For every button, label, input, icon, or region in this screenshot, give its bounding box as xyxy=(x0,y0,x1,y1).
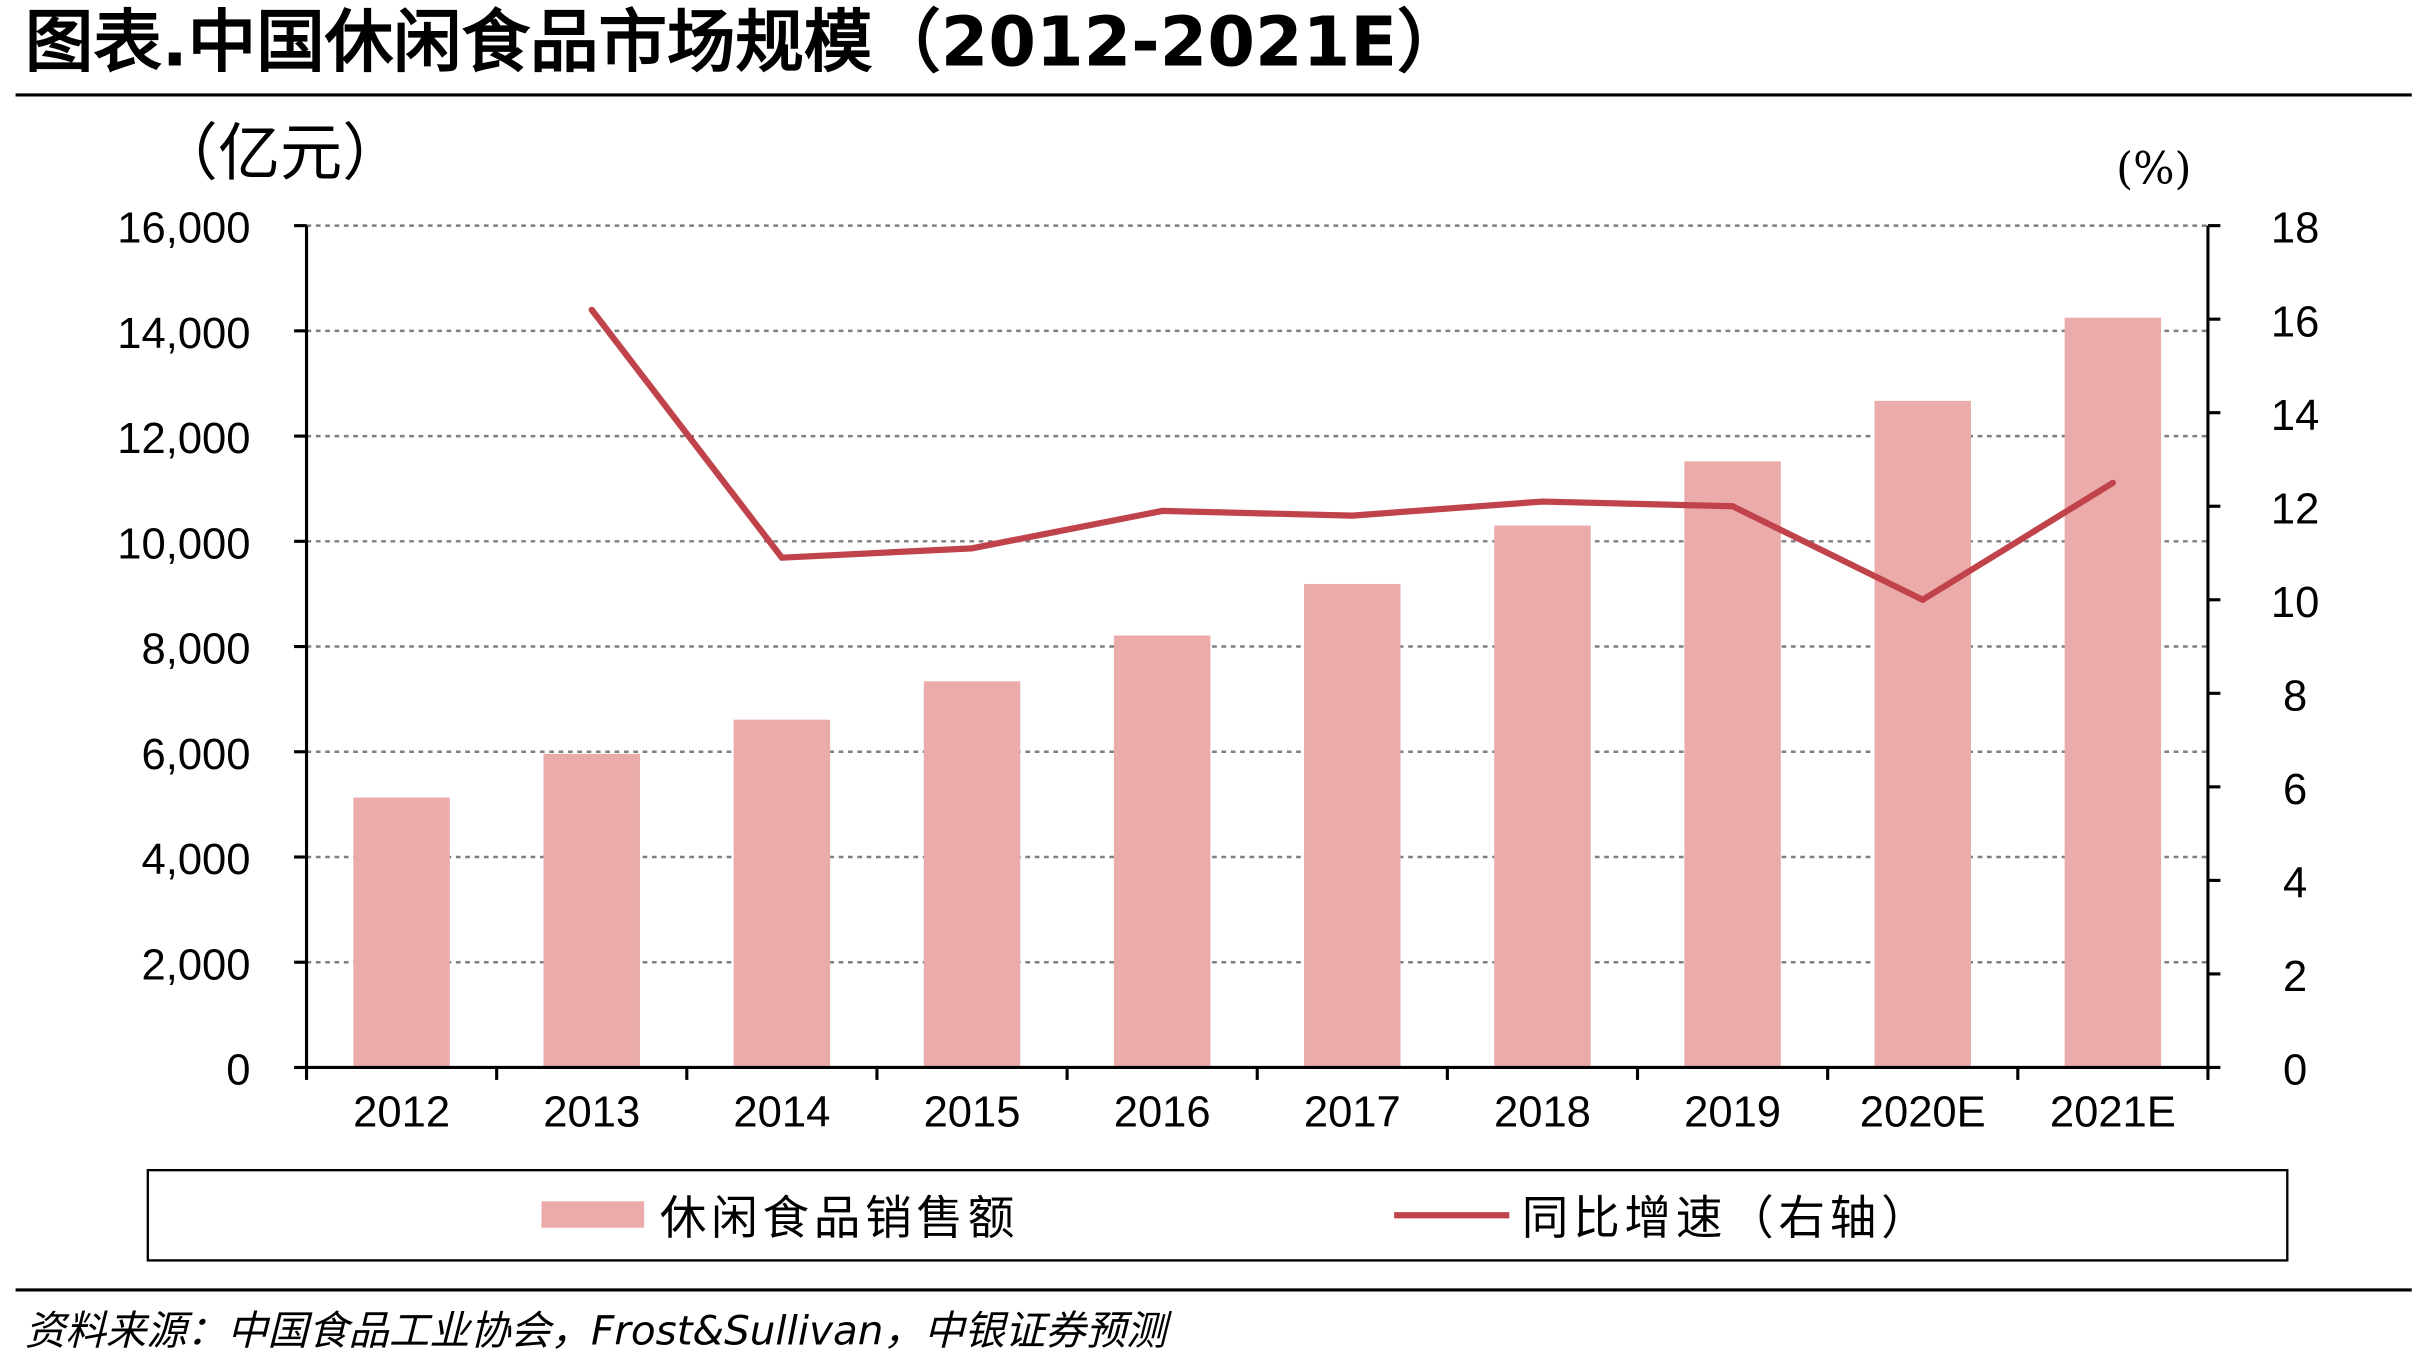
growth-point-2018 xyxy=(1539,498,1546,505)
left-tick-label: 0 xyxy=(226,1047,250,1095)
right-tick-label: 14 xyxy=(2271,392,2319,440)
bar-2017 xyxy=(1304,583,1401,1068)
growth-point-2017 xyxy=(1349,512,1356,519)
left-tick-label: 2,000 xyxy=(142,941,251,989)
legend: 休闲食品销售额 同比增速（右轴） xyxy=(146,1168,2289,1262)
bar-2015 xyxy=(923,681,1021,1068)
source-note: 资料来源：中国食品工业协会，Frost&Sullivan，中银证券预测 xyxy=(25,1306,1172,1354)
bar-2020E xyxy=(1874,400,1971,1068)
right-tick-label: 18 xyxy=(2271,205,2319,253)
x-tick-label-2012: 2012 xyxy=(353,1089,450,1137)
bar-2013 xyxy=(543,753,640,1068)
bar-2018 xyxy=(1494,525,1591,1068)
bar-2021E xyxy=(2064,317,2162,1068)
growth-point-2014 xyxy=(778,554,785,561)
right-tick-label: 2 xyxy=(2283,953,2307,1001)
x-tick-label-2014: 2014 xyxy=(733,1089,830,1137)
growth-point-2015 xyxy=(968,545,976,552)
bar-2012 xyxy=(353,797,450,1068)
x-tick-label-2017: 2017 xyxy=(1304,1089,1401,1137)
left-tick-label: 8,000 xyxy=(142,626,251,674)
x-axis-ticks: 2012 2013 2014 2015 2016 2017 2018 2019 2020E 202… xyxy=(304,1067,2210,1137)
bar-2016 xyxy=(1113,635,1211,1068)
right-tick-label: 10 xyxy=(2271,579,2319,627)
right-axis-ticks: 0 2 4 6 8 10 12 14 16 18 xyxy=(2207,205,2319,1095)
growth-point-2016 xyxy=(1159,507,1166,515)
legend-label-line: 同比增速（右轴） xyxy=(1522,1192,1933,1246)
chart-title: 图表.中国休闲食品市场规模（2012-2021E） xyxy=(25,2,1466,82)
left-tick-label: 12,000 xyxy=(117,415,250,463)
x-tick-label-2013: 2013 xyxy=(543,1089,640,1137)
growth-point-2021E xyxy=(2109,479,2116,486)
growth-point-2013 xyxy=(588,306,595,313)
bar-2014 xyxy=(733,719,831,1068)
x-tick-label-2016: 2016 xyxy=(1114,1089,1211,1137)
line-series xyxy=(588,306,2116,603)
right-tick-label: 4 xyxy=(2283,860,2307,908)
left-axis-unit: （亿元） xyxy=(156,116,405,189)
left-tick-label: 4,000 xyxy=(142,836,251,884)
legend-label-bar: 休闲食品销售额 xyxy=(660,1192,1019,1246)
right-axis-unit: (%) xyxy=(2116,145,2191,195)
right-tick-label: 8 xyxy=(2283,672,2307,720)
left-tick-label: 10,000 xyxy=(117,520,250,568)
x-tick-label-2021E: 2021E xyxy=(2050,1089,2176,1137)
right-tick-label: 12 xyxy=(2271,485,2319,533)
left-tick-label: 6,000 xyxy=(142,731,251,779)
legend-frame xyxy=(146,1168,2289,1262)
right-tick-label: 6 xyxy=(2283,766,2307,814)
bar-2019 xyxy=(1684,461,1781,1068)
growth-point-2020E xyxy=(1919,596,1926,603)
left-tick-label: 14,000 xyxy=(117,310,250,358)
x-tick-label-2020E: 2020E xyxy=(1860,1089,1986,1137)
right-tick-label: 16 xyxy=(2271,298,2319,346)
x-tick-label-2019: 2019 xyxy=(1684,1089,1781,1137)
legend-swatch-bar xyxy=(541,1201,645,1228)
left-tick-label: 16,000 xyxy=(117,205,250,253)
bar-series xyxy=(353,317,2162,1068)
x-tick-label-2015: 2015 xyxy=(924,1089,1021,1137)
growth-point-2019 xyxy=(1729,503,1736,510)
x-tick-label-2018: 2018 xyxy=(1494,1089,1591,1137)
right-tick-label: 0 xyxy=(2283,1047,2307,1095)
left-axis-ticks: 0 2,000 4,000 6,000 8,000 10,000 12,000 14,000 1… xyxy=(117,205,307,1095)
